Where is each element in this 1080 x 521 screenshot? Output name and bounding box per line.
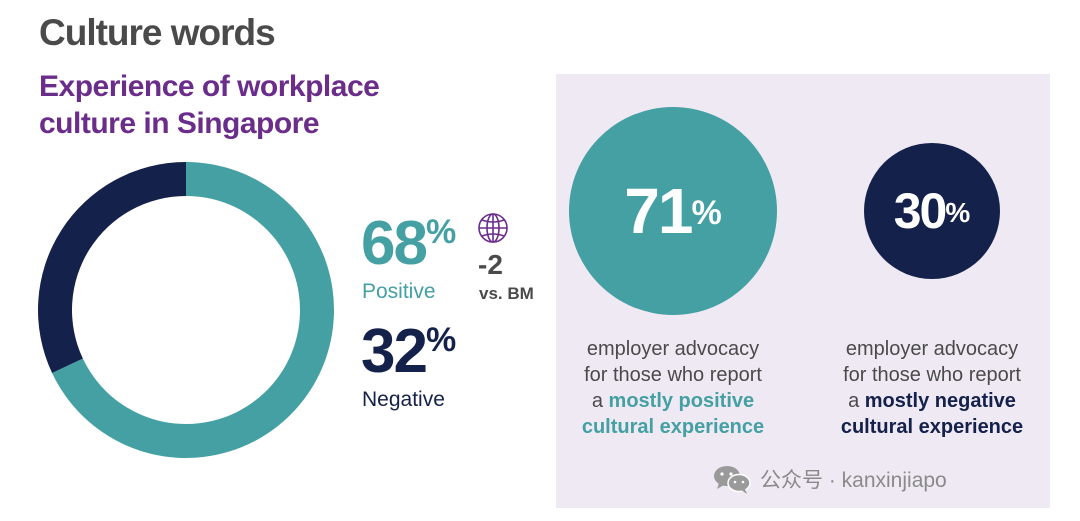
desc-line: for those who report bbox=[584, 364, 762, 386]
desc-prefix: a bbox=[591, 390, 609, 412]
negative-percent: 32% bbox=[361, 321, 456, 383]
desc-line: a mostly positive bbox=[543, 388, 803, 414]
benchmark-label: vs. BM bbox=[479, 284, 534, 303]
negative-unit: % bbox=[425, 321, 457, 359]
subtitle-line-2: culture in Singapore bbox=[39, 107, 320, 140]
desc-prefix: a bbox=[848, 390, 865, 412]
desc-highlight: mostly negative bbox=[864, 390, 1016, 412]
benchmark-delta: -2 bbox=[478, 249, 503, 280]
page-title: Culture words bbox=[39, 12, 276, 53]
negative-advocacy-unit: % bbox=[945, 197, 971, 228]
positive-label: Positive bbox=[362, 280, 436, 303]
positive-unit: % bbox=[425, 213, 457, 251]
negative-label: Negative bbox=[362, 388, 445, 411]
wechat-icon bbox=[714, 466, 751, 494]
positive-advocacy-description: employer advocacy for those who report a… bbox=[543, 336, 803, 440]
donut-slice-negative bbox=[37, 162, 186, 374]
desc-line: for those who report bbox=[843, 364, 1021, 386]
donut-chart bbox=[37, 162, 334, 458]
desc-line: a mostly negative bbox=[802, 388, 1062, 414]
subtitle-line-1: Experience of workplace bbox=[39, 70, 380, 103]
positive-advocacy-value: 71 bbox=[624, 175, 693, 247]
watermark: 公众号 · kanxinjiapo bbox=[712, 463, 947, 495]
negative-value: 32 bbox=[361, 317, 428, 386]
globe-icon bbox=[478, 213, 508, 243]
chart-subtitle: Experience of workplace culture in Singa… bbox=[39, 68, 380, 142]
negative-advocacy-circle: 30% bbox=[864, 143, 1000, 279]
positive-advocacy-unit: % bbox=[691, 193, 722, 232]
desc-highlight: mostly positive bbox=[608, 390, 755, 412]
positive-value: 68 bbox=[361, 209, 428, 278]
watermark-text: 公众号 · kanxinjiapo bbox=[760, 469, 947, 492]
desc-line: employer advocacy bbox=[845, 338, 1019, 360]
desc-line: employer advocacy bbox=[586, 338, 760, 360]
desc-highlight: cultural experience bbox=[581, 416, 765, 438]
positive-percent: 68% bbox=[361, 213, 456, 275]
negative-advocacy-description: employer advocacy for those who report a… bbox=[802, 336, 1062, 440]
positive-advocacy-circle: 71% bbox=[569, 107, 777, 315]
desc-highlight: cultural experience bbox=[840, 416, 1024, 438]
negative-advocacy-value: 30 bbox=[893, 183, 948, 239]
